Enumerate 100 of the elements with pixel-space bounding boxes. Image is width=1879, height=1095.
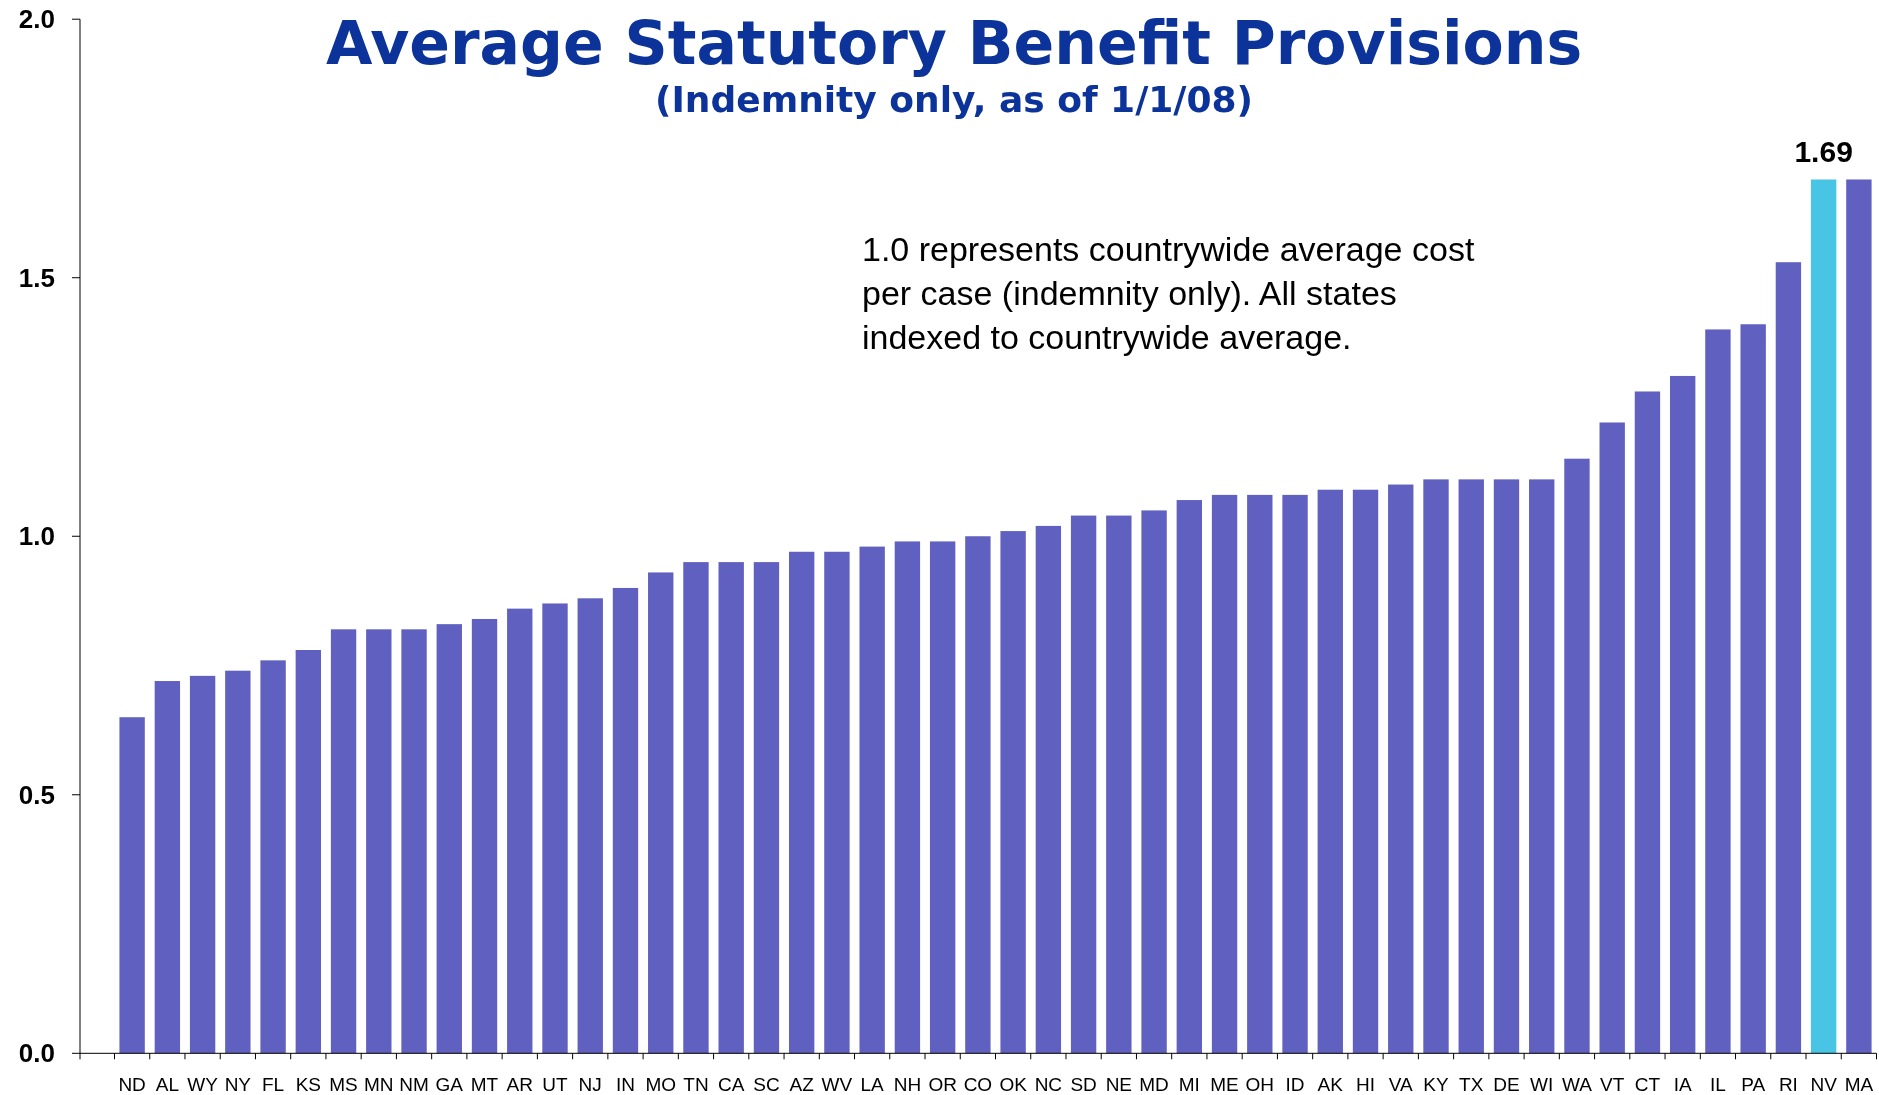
x-tick-label: ID <box>1285 1074 1305 1095</box>
x-tick-label: TN <box>683 1074 709 1095</box>
data-label: 1.69 <box>1794 135 1853 169</box>
bar <box>189 675 216 1054</box>
x-tick-label: WI <box>1530 1074 1554 1095</box>
x-tick-label: IN <box>615 1074 635 1095</box>
bar <box>1529 479 1555 1054</box>
x-tick-label: NC <box>1034 1074 1063 1095</box>
bar <box>1211 494 1238 1054</box>
x-tick-label: MI <box>1178 1074 1200 1095</box>
x-tick-label: VA <box>1388 1074 1414 1095</box>
bar <box>295 650 322 1054</box>
bar <box>1000 531 1026 1054</box>
bar <box>330 629 357 1054</box>
x-tick-label: ME <box>1210 1074 1239 1095</box>
x-tick-label: NE <box>1105 1074 1133 1095</box>
x-tick-label: PA <box>1741 1074 1766 1095</box>
bar <box>542 603 568 1054</box>
bar <box>1669 375 1696 1054</box>
x-tick-label: SC <box>753 1074 780 1095</box>
bar <box>1352 489 1379 1054</box>
bar <box>401 629 427 1054</box>
x-tick-label: GA <box>435 1074 464 1095</box>
bar <box>260 660 286 1054</box>
bar <box>1458 479 1484 1054</box>
x-tick-label: IL <box>1709 1074 1726 1095</box>
x-tick-label: NJ <box>578 1074 602 1095</box>
bar <box>929 541 956 1054</box>
x-tick-label: MT <box>470 1074 499 1095</box>
bar <box>1423 479 1449 1054</box>
bar <box>788 551 815 1054</box>
bar <box>1634 391 1661 1054</box>
x-tick-label: NM <box>399 1074 429 1095</box>
x-tick-label: WV <box>821 1074 853 1095</box>
y-tick-label: 0.0 <box>18 1038 55 1069</box>
x-tick-label: WY <box>187 1074 219 1095</box>
bar <box>1493 479 1520 1054</box>
bar <box>1740 324 1766 1054</box>
x-tick-label: OR <box>928 1074 957 1095</box>
y-tick-label: 2.0 <box>18 4 55 35</box>
x-tick-label: CA <box>718 1074 745 1095</box>
bar <box>1775 262 1802 1054</box>
bar <box>1599 422 1625 1054</box>
x-tick-label: HI <box>1356 1074 1376 1095</box>
x-tick-label: OK <box>999 1074 1028 1095</box>
bar <box>1810 179 1837 1054</box>
text: (Indemnity only, as of 1/1/08) <box>654 79 1254 120</box>
bar <box>1176 500 1202 1054</box>
x-tick-label: LA <box>860 1074 885 1095</box>
bar <box>1317 489 1343 1054</box>
x-tick-label: MA <box>1844 1074 1874 1095</box>
x-tick-label: CO <box>963 1074 993 1095</box>
x-tick-label: AK <box>1317 1074 1344 1095</box>
bar <box>753 562 780 1054</box>
bar <box>577 598 603 1054</box>
x-tick-label: NY <box>224 1074 252 1095</box>
y-tick-label: 1.5 <box>18 262 55 293</box>
x-tick-label: AR <box>506 1074 533 1095</box>
x-tick-label: ND <box>118 1074 146 1095</box>
x-tick-label: RI <box>1778 1074 1798 1095</box>
x-tick-label: AL <box>155 1074 179 1095</box>
bar <box>683 562 709 1054</box>
y-tick-label: 0.5 <box>18 779 55 810</box>
bar <box>1035 525 1062 1054</box>
x-tick-label: MN <box>364 1074 394 1095</box>
bar <box>436 624 462 1054</box>
x-tick-label: KY <box>1423 1074 1449 1095</box>
x-tick-label: NH <box>893 1074 922 1095</box>
x-tick-label: VT <box>1600 1074 1625 1095</box>
x-tick-label: SD <box>1070 1074 1097 1095</box>
bar <box>154 681 181 1054</box>
chart-title: Average Statutory Benefit Provisions <box>325 8 1583 78</box>
x-tick-label: DE <box>1493 1074 1520 1095</box>
bar <box>1388 484 1414 1054</box>
x-tick-label: WA <box>1562 1074 1593 1095</box>
x-tick-label: TX <box>1459 1074 1484 1095</box>
bar <box>1141 510 1167 1054</box>
bar <box>225 670 251 1054</box>
bar <box>507 608 533 1054</box>
x-tick-label: MD <box>1139 1074 1169 1095</box>
bar <box>718 562 744 1054</box>
x-tick-label: IA <box>1673 1074 1692 1095</box>
bar <box>366 629 392 1054</box>
bar <box>1282 494 1308 1054</box>
x-tick-label: UT <box>542 1074 569 1095</box>
x-tick-label: FL <box>261 1074 285 1095</box>
bar <box>1070 515 1097 1054</box>
bar <box>1564 458 1590 1054</box>
bar <box>119 717 145 1054</box>
x-tick-label: NV <box>1810 1074 1838 1095</box>
bar <box>1846 179 1872 1054</box>
x-tick-label: AZ <box>789 1074 815 1095</box>
x-tick-label: MO <box>645 1074 677 1095</box>
bar <box>965 536 991 1054</box>
bar <box>894 541 921 1054</box>
bar <box>1705 329 1731 1054</box>
bar <box>1106 515 1132 1054</box>
x-tick-label: CT <box>1634 1074 1661 1095</box>
bar <box>859 546 885 1054</box>
x-tick-label: OH <box>1245 1074 1275 1095</box>
